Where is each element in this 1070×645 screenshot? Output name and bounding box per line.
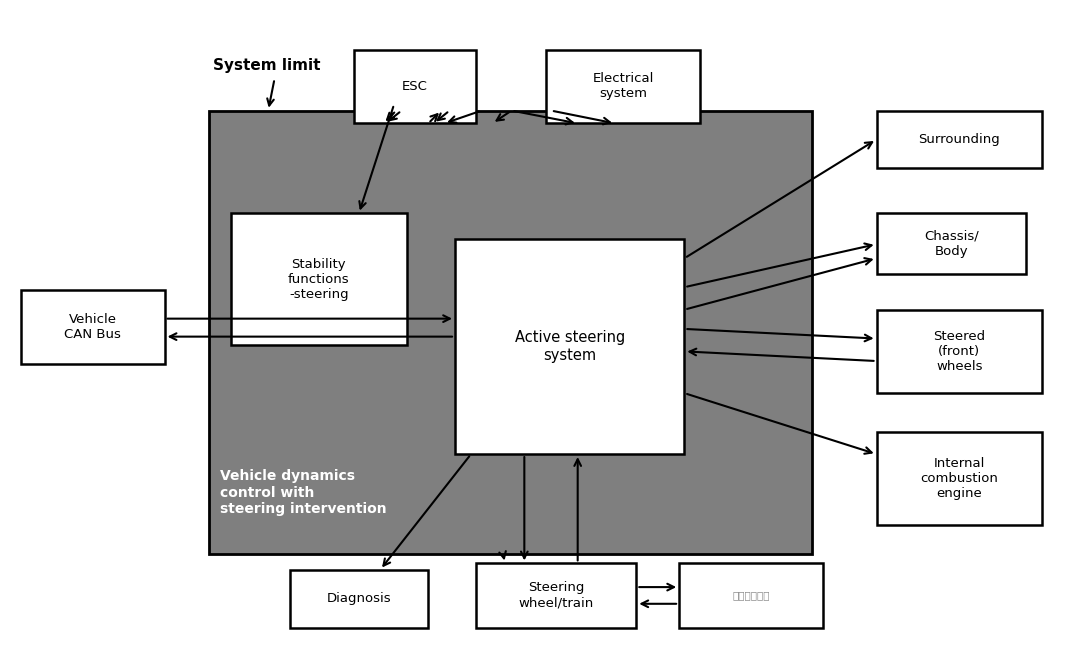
FancyBboxPatch shape	[231, 213, 407, 345]
FancyBboxPatch shape	[476, 563, 637, 628]
Text: Surrounding: Surrounding	[918, 133, 1000, 146]
FancyBboxPatch shape	[876, 213, 1026, 274]
FancyBboxPatch shape	[679, 563, 823, 628]
FancyBboxPatch shape	[210, 110, 812, 553]
Text: System limit: System limit	[213, 58, 320, 73]
FancyBboxPatch shape	[546, 50, 701, 123]
Text: Electrical
system: Electrical system	[593, 72, 654, 101]
Text: Stability
functions
-steering: Stability functions -steering	[288, 257, 350, 301]
Text: Vehicle dynamics
control with
steering intervention: Vehicle dynamics control with steering i…	[220, 470, 386, 516]
FancyBboxPatch shape	[455, 239, 685, 454]
Text: 认知自动驾驶: 认知自动驾驶	[732, 590, 769, 600]
FancyBboxPatch shape	[876, 310, 1042, 393]
Text: ESC: ESC	[402, 80, 428, 93]
Text: Vehicle
CAN Bus: Vehicle CAN Bus	[64, 313, 121, 341]
Text: Active steering
system: Active steering system	[515, 330, 625, 362]
FancyBboxPatch shape	[876, 432, 1042, 525]
FancyBboxPatch shape	[353, 50, 476, 123]
Text: Steering
wheel/train: Steering wheel/train	[519, 581, 594, 610]
FancyBboxPatch shape	[290, 570, 428, 628]
Text: Internal
combustion
engine: Internal combustion engine	[920, 457, 998, 500]
Text: Steered
(front)
wheels: Steered (front) wheels	[933, 330, 985, 373]
FancyBboxPatch shape	[876, 110, 1042, 168]
Text: Diagnosis: Diagnosis	[326, 592, 392, 605]
FancyBboxPatch shape	[20, 290, 165, 364]
Text: Chassis/
Body: Chassis/ Body	[923, 230, 979, 258]
